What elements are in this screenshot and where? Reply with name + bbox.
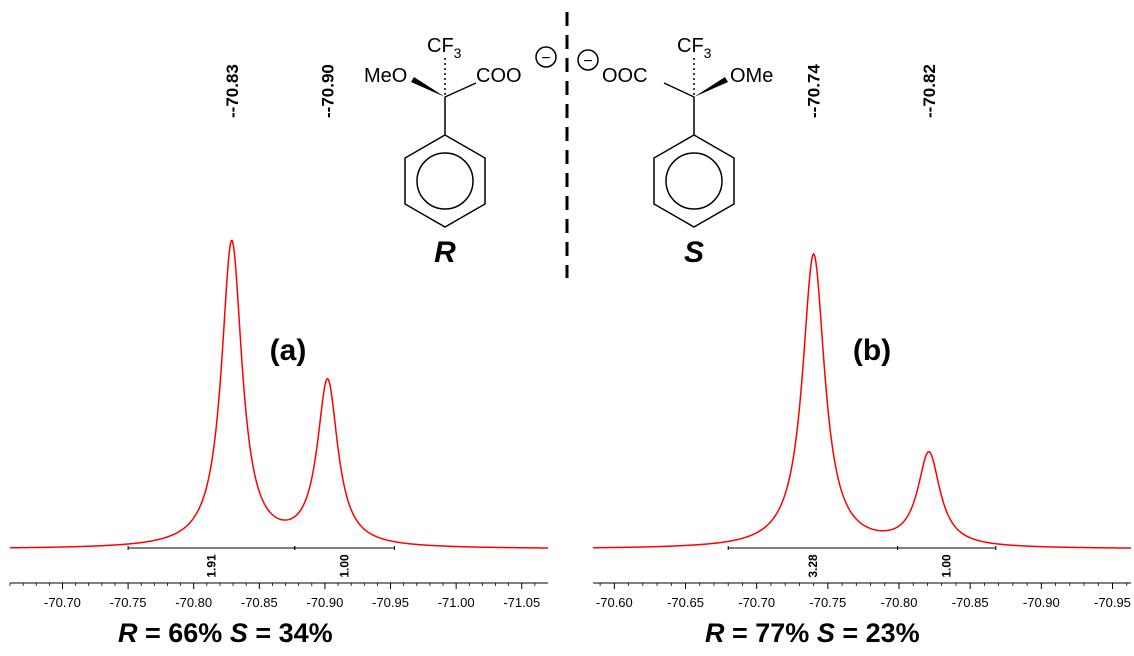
x-tick-label: -70.85 — [241, 595, 278, 610]
x-tick-label: -70.85 — [952, 595, 989, 610]
config-s-label: S — [684, 236, 704, 269]
panel-label: (a) — [270, 334, 307, 367]
x-tick-label: -70.80 — [175, 595, 212, 610]
x-tick-label: -70.75 — [110, 595, 147, 610]
x-tick-label: -71.00 — [438, 595, 475, 610]
charge-sign-left: − — [541, 50, 550, 67]
x-tick-label: -70.65 — [667, 595, 704, 610]
config-r-label: R — [434, 236, 456, 269]
enantiomer-ratio: R = 77% S = 23% — [705, 618, 920, 648]
charge-sign-right: − — [583, 53, 592, 70]
peak-label: --70.74 — [805, 64, 824, 118]
panel-a-spectrum: -70.70 -70.75 -70.80 -70.85 -70.90 -70.95 -71.… — [9, 64, 549, 648]
x-tick-label: -70.90 — [1023, 595, 1060, 610]
charge-circle-right — [577, 49, 599, 71]
ome-group: OMe — [730, 65, 773, 87]
enantiomer-ratio: R = 66% S = 34% — [118, 618, 333, 648]
x-tick-label: -70.70 — [44, 595, 81, 610]
x-tick-label: -70.95 — [372, 595, 409, 610]
coo-group-left: COO — [476, 65, 522, 87]
charge-circle-left — [535, 46, 557, 68]
x-tick-label: -70.80 — [881, 595, 918, 610]
x-tick-label: -70.90 — [306, 595, 343, 610]
integral-value: 1.00 — [338, 554, 352, 578]
spectrum-line — [9, 239, 549, 549]
structure-r: CF3 MeO COO − R — [364, 35, 557, 269]
x-tick-label: -70.75 — [809, 595, 846, 610]
peak-label: --70.82 — [920, 64, 939, 118]
integral-value: 3.28 — [806, 554, 820, 578]
panel-b-spectrum: -70.60 -70.65 -70.70 -70.75 -70.80 -70.85 -70.… — [592, 64, 1131, 648]
peak-label: --70.83 — [223, 64, 242, 118]
x-tick-label: -70.95 — [1094, 595, 1131, 610]
x-tick-label: -70.70 — [738, 595, 775, 610]
integral-value: 1.91 — [204, 554, 218, 578]
meo-group: MeO — [364, 65, 407, 87]
cf3-group-left: CF3 — [427, 35, 462, 61]
phenyl-ring-left — [404, 134, 486, 228]
integral-value: 1.00 — [940, 554, 954, 578]
phenyl-ring-right — [653, 134, 735, 228]
ooc-group: OOC — [602, 65, 648, 87]
cf3-group-right: CF3 — [677, 35, 712, 61]
x-tick-label: -71.05 — [503, 595, 540, 610]
panel-label: (b) — [853, 334, 891, 367]
spectrum-line — [592, 252, 1131, 549]
peak-label: --70.90 — [319, 64, 338, 118]
structure-s: − CF3 OOC OMe S — [577, 35, 773, 269]
x-tick-label: -70.60 — [596, 595, 633, 610]
